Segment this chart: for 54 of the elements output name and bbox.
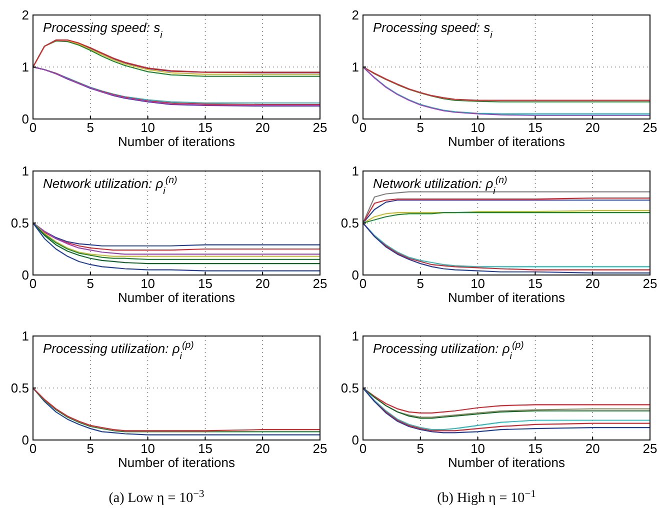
x-tick-label: 10 — [470, 441, 486, 456]
x-tick-label: 20 — [255, 276, 270, 291]
x-tick-label: 10 — [140, 441, 156, 456]
y-tick-label: 1 — [22, 164, 29, 179]
x-tick-label: 25 — [312, 441, 328, 456]
y-tick-label: 1 — [22, 60, 29, 75]
x-tick-label: 5 — [416, 441, 424, 456]
y-tick-label: 2 — [352, 8, 359, 23]
text: Processing speed: s$_{i}$ — [43, 20, 164, 40]
x-axis-title: Number of iterations — [118, 455, 236, 470]
y-tick-label: 1 — [352, 164, 359, 179]
x-axis-title: Number of iterations — [118, 290, 236, 305]
x-tick-label: 10 — [470, 120, 486, 135]
x-tick-label: 15 — [198, 441, 212, 456]
y-tick-label: 0.5 — [340, 216, 359, 231]
x-tick-label: 25 — [312, 120, 328, 135]
text: Processing speed: s$_{i}$ — [373, 20, 494, 40]
y-tick-label: 2 — [22, 8, 29, 23]
y-tick-label: 0.5 — [340, 380, 359, 396]
y-tick-label: 0.5 — [10, 216, 29, 231]
x-tick-label: 20 — [255, 441, 270, 456]
x-tick-label: 5 — [86, 120, 94, 135]
x-tick-label: 20 — [585, 120, 600, 135]
x-axis-title: Number of iterations — [448, 290, 566, 305]
text: (a) Low η = 10$^{−3}$ — [108, 488, 204, 506]
x-tick-label: 25 — [312, 276, 328, 291]
x-axis-title: Number of iterations — [448, 455, 566, 470]
x-tick-label: 5 — [86, 276, 94, 291]
x-tick-label: 5 — [86, 441, 94, 456]
x-tick-label: 20 — [255, 120, 270, 135]
y-tick-label: 1 — [22, 328, 29, 344]
x-axis-title: Number of iterations — [448, 134, 566, 149]
x-tick-label: 25 — [642, 441, 658, 456]
line-series — [362, 212, 651, 224]
x-tick-label: 15 — [528, 120, 542, 135]
x-tick-label: 10 — [140, 276, 156, 291]
x-axis-title: Number of iterations — [118, 134, 236, 149]
text: (b) High η = 10$^{−1}$ — [437, 488, 536, 506]
x-tick-label: 15 — [198, 120, 212, 135]
x-tick-label: 15 — [528, 276, 542, 291]
x-tick-label: 20 — [585, 276, 600, 291]
x-tick-label: 10 — [470, 276, 486, 291]
x-tick-label: 10 — [140, 120, 156, 135]
x-tick-label: 25 — [642, 120, 658, 135]
x-tick-label: 20 — [585, 441, 600, 456]
x-tick-label: 5 — [416, 120, 424, 135]
y-tick-label: 1 — [352, 60, 359, 75]
x-tick-label: 25 — [642, 276, 658, 291]
x-tick-label: 5 — [416, 276, 424, 291]
x-tick-label: 15 — [198, 276, 212, 291]
y-tick-label: 1 — [352, 328, 359, 344]
x-tick-label: 15 — [528, 441, 542, 456]
y-tick-label: 0.5 — [10, 380, 29, 396]
line-series — [362, 210, 651, 224]
